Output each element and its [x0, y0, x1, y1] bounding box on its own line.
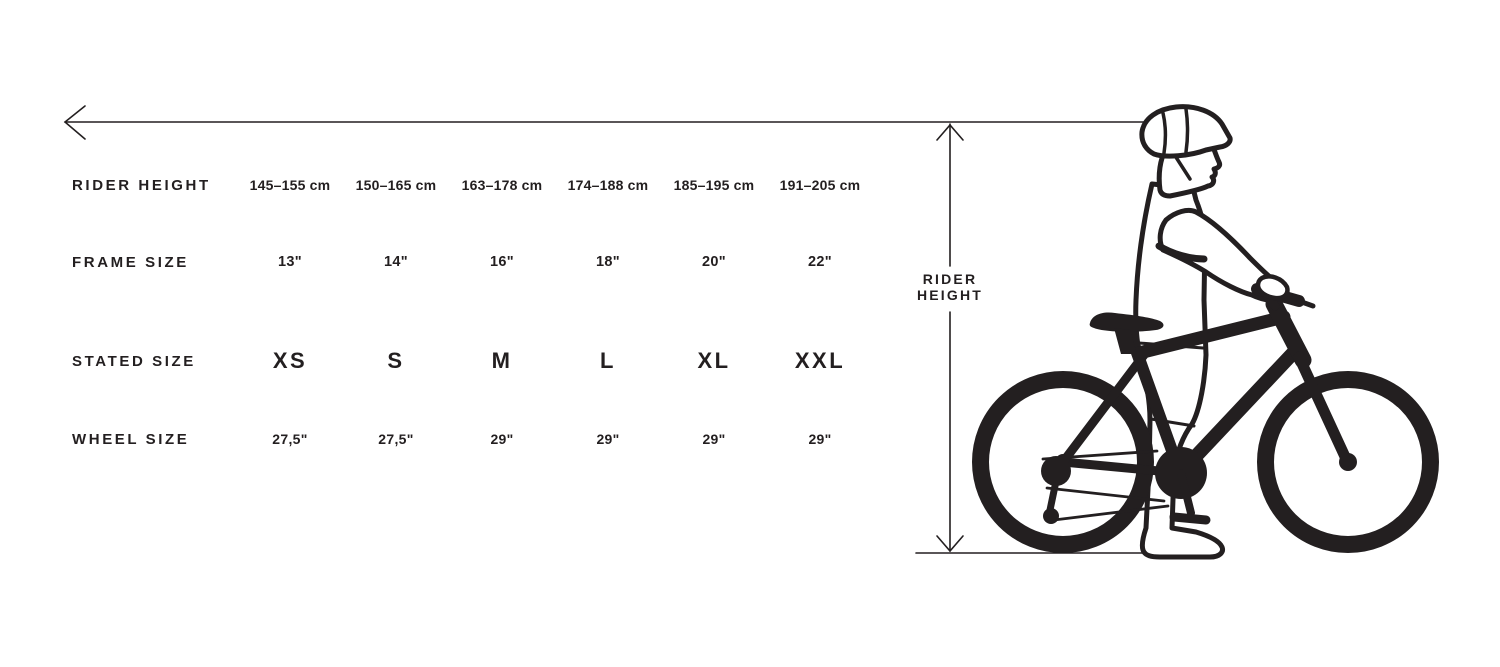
down-arrowhead-icon [936, 535, 964, 553]
crank-arm [1177, 469, 1195, 517]
rider-arm [1157, 207, 1290, 304]
table-cell: 13" [278, 254, 302, 270]
table-cell: 29" [808, 431, 832, 447]
cassette [1041, 456, 1071, 486]
table-cell: 174–188 cm [567, 177, 649, 193]
left-arrowhead-icon [63, 105, 86, 140]
table-cell: 163–178 cm [461, 177, 543, 193]
table-cell: 20" [702, 254, 726, 270]
rear-wheel [972, 371, 1154, 553]
table-cell: 185–195 cm [673, 177, 755, 193]
rider-height-arrow-label: RIDER HEIGHT [916, 271, 984, 303]
table-cell: 27,5" [378, 431, 414, 447]
table-cell: 27,5" [272, 431, 308, 447]
top-tube [1132, 310, 1291, 360]
table-row-frame-size: FRAME SIZE 13" 14" 16" 18" 20" 22" [72, 247, 873, 277]
table-cell: 29" [490, 431, 514, 447]
up-arrowhead-icon [936, 123, 964, 141]
down-tube [1174, 344, 1302, 479]
derailleur [1046, 482, 1059, 514]
saddle [1089, 312, 1164, 332]
row-label: RIDER HEIGHT [72, 176, 211, 194]
table-cell: 150–165 cm [355, 177, 437, 193]
row-label: STATED SIZE [72, 352, 196, 370]
pedal [1169, 512, 1211, 525]
bicycle-silhouette [972, 283, 1439, 553]
row-label: WHEEL SIZE [72, 430, 190, 448]
derailleur-cage [1043, 508, 1059, 524]
shirt-sleeve-band [1155, 242, 1208, 263]
table-row-wheel-size: WHEEL SIZE 27,5" 27,5" 29" 29" 29" 29" [72, 424, 873, 454]
row-label: FRAME SIZE [72, 253, 189, 271]
helmet-vent-lines [1161, 107, 1190, 155]
table-cell: 145–155 cm [249, 177, 331, 193]
table-cell: 18" [596, 254, 620, 270]
table-cell: XS [272, 348, 308, 373]
table-cell: 16" [490, 254, 514, 270]
table-cell: 29" [596, 431, 620, 447]
table-row-rider-height: RIDER HEIGHT 145–155 cm 150–165 cm 163–1… [72, 170, 873, 200]
front-wheel [1257, 371, 1439, 553]
table-cell: 14" [384, 254, 408, 270]
measurement-arrows [63, 105, 1158, 554]
table-cell: XXL [794, 348, 846, 373]
fork [1293, 351, 1353, 467]
handlebar-end [1296, 298, 1316, 309]
table-cell: 191–205 cm [779, 177, 861, 193]
table-cell: M [491, 348, 513, 373]
seat-stay [1058, 346, 1152, 467]
table-cell: L [600, 348, 616, 373]
table-cell: XL [697, 348, 731, 373]
head-tube [1265, 295, 1312, 369]
rider-hand [1255, 274, 1290, 301]
table-cell: 29" [702, 431, 726, 447]
table-row-stated-size: STATED SIZE XS S M L XL XXL [72, 339, 873, 383]
table-cell: S [387, 348, 405, 373]
table-cell: 22" [808, 254, 832, 270]
saddle-clamp [1114, 328, 1137, 354]
